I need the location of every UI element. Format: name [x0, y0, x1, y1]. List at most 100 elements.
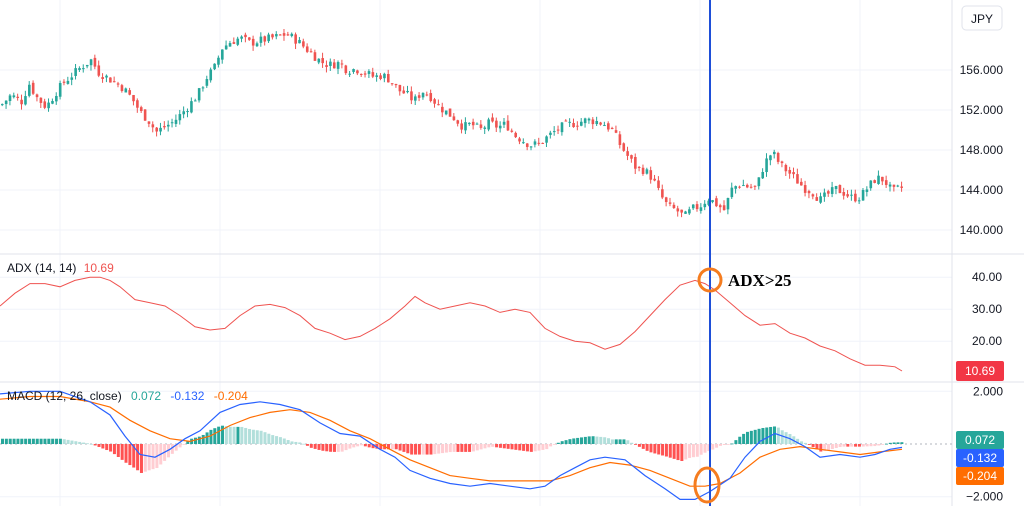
candle-body[interactable]: [827, 191, 830, 194]
candle-body[interactable]: [433, 99, 436, 104]
candle-body[interactable]: [444, 110, 448, 115]
candle-body[interactable]: [707, 200, 710, 205]
candle-body[interactable]: [545, 136, 548, 143]
candle-body[interactable]: [456, 120, 460, 124]
candle-body[interactable]: [688, 209, 691, 214]
candle-body[interactable]: [271, 34, 274, 38]
candle-body[interactable]: [730, 187, 734, 198]
candle-body[interactable]: [163, 126, 166, 128]
candle-body[interactable]: [43, 101, 47, 108]
candle-body[interactable]: [359, 73, 363, 75]
candle-body[interactable]: [691, 204, 695, 209]
candle-body[interactable]: [626, 151, 629, 156]
candle-body[interactable]: [286, 34, 290, 36]
candle-body[interactable]: [830, 187, 834, 194]
candle-body[interactable]: [429, 93, 433, 102]
candle-body[interactable]: [896, 185, 900, 187]
candle-body[interactable]: [74, 68, 77, 76]
candle-body[interactable]: [780, 161, 784, 164]
candle-body[interactable]: [329, 61, 332, 66]
candle-body[interactable]: [684, 211, 687, 214]
candle-body[interactable]: [340, 63, 344, 65]
candle-body[interactable]: [194, 100, 197, 102]
candle-body[interactable]: [51, 101, 54, 104]
candle-body[interactable]: [753, 185, 757, 187]
candle-body[interactable]: [769, 155, 772, 161]
candle-body[interactable]: [66, 80, 70, 84]
candle-body[interactable]: [541, 142, 544, 144]
candle-body[interactable]: [112, 81, 116, 83]
candle-body[interactable]: [815, 197, 819, 201]
candle-body[interactable]: [522, 142, 525, 144]
candle-body[interactable]: [352, 69, 355, 72]
candle-body[interactable]: [1, 104, 4, 106]
candle-body[interactable]: [742, 185, 745, 187]
candle-body[interactable]: [498, 125, 502, 129]
macd-signal-line[interactable]: [0, 395, 903, 487]
candle-body[interactable]: [124, 88, 128, 93]
candle-body[interactable]: [275, 34, 278, 37]
candle-body[interactable]: [367, 71, 371, 74]
candle-body[interactable]: [394, 83, 398, 86]
candle-body[interactable]: [101, 77, 104, 80]
candle-body[interactable]: [533, 141, 537, 145]
candle-body[interactable]: [325, 65, 328, 67]
candle-body[interactable]: [537, 142, 541, 144]
candle-body[interactable]: [695, 204, 699, 210]
adx-axis[interactable]: 20.00 30.00 40.00 10.69: [956, 270, 1004, 381]
candle-body[interactable]: [749, 186, 753, 188]
candle-body[interactable]: [703, 203, 707, 208]
candle-body[interactable]: [62, 81, 66, 83]
candle-body[interactable]: [47, 102, 50, 109]
candle-body[interactable]: [128, 90, 131, 95]
candle-body[interactable]: [205, 79, 209, 86]
candle-body[interactable]: [143, 109, 147, 121]
candle-body[interactable]: [738, 186, 741, 188]
candle-body[interactable]: [309, 51, 313, 53]
candle-body[interactable]: [278, 34, 282, 36]
candle-body[interactable]: [865, 189, 869, 192]
candle-body[interactable]: [657, 180, 660, 188]
candle-body[interactable]: [807, 191, 811, 194]
macd-panel[interactable]: [0, 390, 952, 500]
candle-body[interactable]: [661, 189, 664, 198]
candle-body[interactable]: [166, 124, 170, 127]
candle-body[interactable]: [834, 186, 838, 190]
candle-body[interactable]: [4, 100, 8, 105]
candle-body[interactable]: [460, 123, 463, 130]
candle-body[interactable]: [734, 186, 737, 189]
candle-body[interactable]: [290, 33, 294, 37]
candle-body[interactable]: [900, 186, 903, 188]
candle-body[interactable]: [132, 95, 135, 102]
candle-body[interactable]: [568, 121, 572, 123]
candle-body[interactable]: [402, 90, 406, 94]
candle-body[interactable]: [811, 194, 815, 197]
candle-body[interactable]: [448, 108, 452, 117]
candle-body[interactable]: [236, 38, 240, 45]
candle-body[interactable]: [139, 107, 143, 112]
candle-body[interactable]: [784, 165, 788, 172]
candle-body[interactable]: [884, 180, 888, 185]
candle-body[interactable]: [514, 132, 517, 138]
candle-body[interactable]: [718, 205, 722, 208]
candle-body[interactable]: [82, 68, 85, 70]
candle-body[interactable]: [510, 130, 514, 132]
candle-body[interactable]: [846, 194, 849, 197]
candle-body[interactable]: [607, 123, 610, 130]
candle-body[interactable]: [159, 127, 162, 132]
candle-body[interactable]: [819, 196, 822, 203]
candle-body[interactable]: [861, 190, 865, 201]
candle-body[interactable]: [178, 114, 182, 121]
candle-body[interactable]: [302, 41, 305, 47]
candle-body[interactable]: [255, 43, 259, 47]
candle-body[interactable]: [390, 83, 394, 85]
candle-body[interactable]: [726, 197, 730, 210]
candle-body[interactable]: [109, 77, 112, 83]
candle-body[interactable]: [468, 122, 471, 125]
candle-body[interactable]: [506, 120, 510, 131]
candle-body[interactable]: [190, 101, 193, 113]
candle-body[interactable]: [603, 125, 606, 127]
candle-body[interactable]: [564, 120, 568, 122]
candle-body[interactable]: [398, 84, 402, 92]
candle-body[interactable]: [599, 122, 602, 125]
